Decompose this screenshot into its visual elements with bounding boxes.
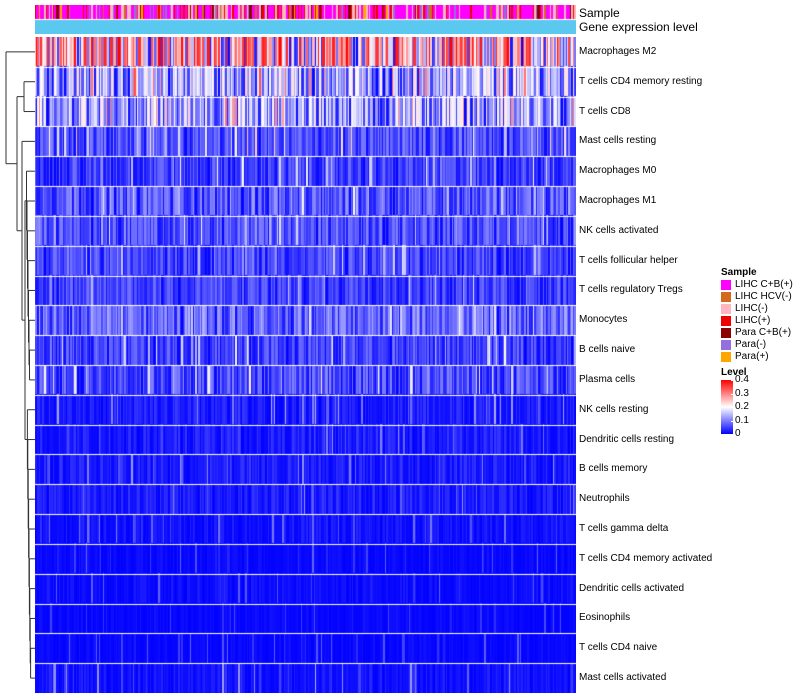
- level-tick-mark: [731, 407, 734, 408]
- legend-item: Para(+): [721, 351, 793, 363]
- row-label: Monocytes: [579, 314, 628, 326]
- level-tick-label: 0.1: [735, 414, 749, 426]
- legend-item: LIHC(+): [721, 315, 793, 327]
- row-label: T cells CD4 memory resting: [579, 75, 703, 87]
- legend-item: LIHC C+B(+): [721, 279, 793, 291]
- legend-label: Para(+): [735, 351, 769, 362]
- row-label: T cells follicular helper: [579, 254, 678, 266]
- sample-annotation-label: Sample: [579, 6, 620, 20]
- row-label: NK cells resting: [579, 403, 649, 415]
- legend-item: LIHC HCV(-): [721, 291, 793, 303]
- row-label: Dendritic cells resting: [579, 433, 675, 445]
- level-tick-mark: [731, 420, 734, 422]
- legend-label: Para(-): [735, 339, 767, 350]
- level-tick-label: 0.2: [735, 401, 749, 412]
- heatmap-cells: [35, 37, 576, 693]
- level-tick-mark: [731, 380, 734, 381]
- level-tick-label: 0.3: [735, 387, 749, 399]
- row-label: Mast cells activated: [579, 672, 667, 684]
- level-tick-label: 0.4: [735, 374, 749, 385]
- gene-expression-annotation-label: Gene expression level: [579, 20, 698, 34]
- legend-swatch: [721, 316, 731, 326]
- row-label: Eosinophils: [579, 612, 631, 624]
- legend-label: LIHC HCV(-): [735, 291, 792, 302]
- row-label: B cells memory: [579, 463, 648, 475]
- row-dendrogram: [5, 51, 36, 679]
- level-tick-mark: [731, 434, 734, 435]
- row-label: NK cells activated: [579, 224, 659, 236]
- legend-swatch: [721, 328, 731, 338]
- level-color-scale: [721, 380, 733, 434]
- row-label: T cells CD4 memory activated: [579, 552, 713, 564]
- level-tick-label: 0: [735, 428, 741, 439]
- row-label: T cells CD4 naive: [579, 642, 658, 654]
- legend-swatch: [721, 340, 731, 350]
- legend-item: Para(-): [721, 339, 793, 351]
- row-label: Mast cells resting: [579, 135, 657, 147]
- sample-annotation-bars: [35, 5, 576, 34]
- row-label: Dendritic cells activated: [579, 582, 685, 594]
- row-label: Macrophages M2: [579, 45, 657, 57]
- legend-swatch: [721, 352, 731, 362]
- level-legend-title: Level: [721, 367, 747, 378]
- legend-label: Para C+B(+): [735, 327, 792, 338]
- row-label: Macrophages M0: [579, 165, 657, 177]
- sample-legend-title: Sample: [721, 267, 757, 278]
- legend-label: LIHC C+B(+): [735, 279, 793, 290]
- level-tick-mark: [731, 393, 734, 395]
- legend: Sample LIHC C+B(+) LIHC HCV(-) LIHC(-) LIHC…: [721, 267, 793, 439]
- legend-label: LIHC(+): [735, 315, 771, 326]
- legend-label: LIHC(-): [735, 303, 768, 314]
- legend-swatch: [721, 292, 731, 302]
- row-label: Plasma cells: [579, 373, 636, 385]
- row-label: Neutrophils: [579, 493, 630, 505]
- level-legend: Level 0.4 0.3 0.2 0.1 0: [721, 367, 793, 439]
- legend-item: Para C+B(+): [721, 327, 793, 339]
- row-label: T cells gamma delta: [579, 523, 669, 534]
- legend-item: LIHC(-): [721, 303, 793, 315]
- row-label: T cells CD8: [579, 105, 631, 117]
- row-label: Macrophages M1: [579, 195, 657, 206]
- row-label: B cells naive: [579, 344, 636, 356]
- row-label: T cells regulatory Tregs: [579, 284, 683, 296]
- sample-legend-items: LIHC C+B(+) LIHC HCV(-) LIHC(-) LIHC(+) Para…: [721, 279, 793, 363]
- legend-swatch: [721, 304, 731, 314]
- legend-swatch: [721, 280, 731, 290]
